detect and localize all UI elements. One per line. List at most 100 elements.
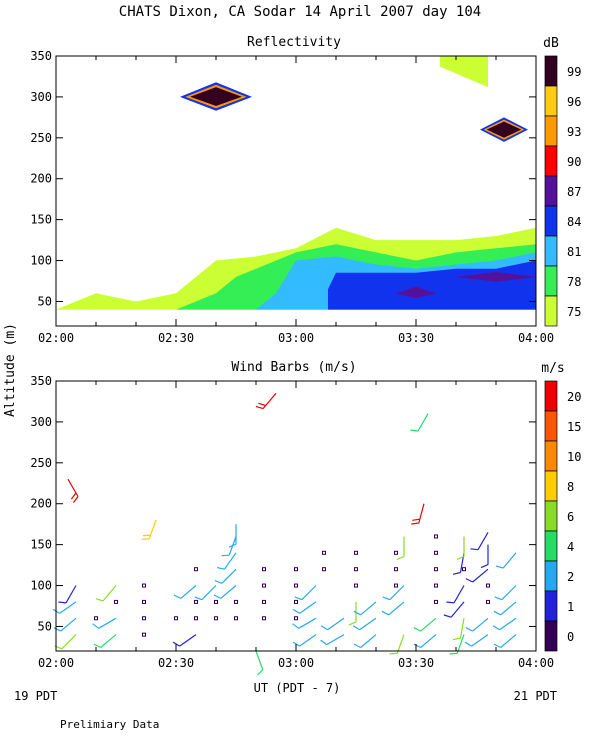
reflectivity-colorbar-label: dB [543,36,559,51]
wind-barb [396,536,405,561]
wind-colorbar-swatch [544,620,558,652]
reflectivity-colorbar-tick-label: 99 [567,65,581,79]
wind-colorbar-tick-label: 20 [567,390,581,404]
reflectivity-panel: Reflectivity 02:00 02:30 03:00 03:30 04:00 35… [30,35,581,345]
reflectivity-colorbar-swatch [544,85,558,117]
y-tick-label: 100 [30,579,52,593]
reflectivity-contours [56,56,536,310]
wind-barb [381,601,405,616]
wind-barb [348,601,357,626]
wind-colorbar-swatch [544,470,558,502]
wind-barb [493,634,517,649]
wind-barb [443,601,465,618]
calm-wind-marker [394,583,398,588]
reflectivity-contour-87 [396,286,436,299]
wind-barb [292,601,317,614]
wind-barb [449,634,465,655]
y-tick-label: 200 [30,497,52,511]
calm-wind-marker [434,534,438,539]
calm-wind-marker [434,599,438,604]
reflectivity-colorbar-tick-label: 84 [567,215,581,229]
calm-wind-marker [142,599,146,604]
calm-wind-marker [354,583,358,588]
calm-wind-marker [322,567,326,572]
wind-barb [480,544,489,569]
wind-barb [58,585,77,604]
wind-barb [382,585,405,601]
footnote: Prelimiary Data [60,718,159,731]
wind-colorbar-tick-label: 15 [567,420,581,434]
wind-barb [495,552,517,569]
reflectivity-contour-87 [456,272,536,282]
calm-wind-marker [354,550,358,555]
wind-barb [411,503,425,525]
reflectivity-colorbar-swatch [544,55,558,87]
reflectivity-colorbar-swatch [544,235,558,267]
calm-wind-marker [234,616,238,621]
reflectivity-colorbar-swatch [544,205,558,237]
calm-wind-marker [142,616,146,621]
reflectivity-colorbar-swatch [544,115,558,147]
wind-barbs [52,392,517,676]
wind-barb [52,601,77,614]
calm-wind-marker [486,583,490,588]
wind-barb [413,617,437,632]
wind-barb [470,532,489,551]
calm-wind-marker [234,599,238,604]
wind-barb [292,634,317,647]
wind-barb [54,634,77,650]
wind-barb [141,519,157,540]
calm-wind-marker [294,583,298,588]
wind-colorbar-tick-label: 2 [567,570,574,584]
wind-barb [213,585,237,599]
calm-wind-marker [194,599,198,604]
wind-barb [389,634,405,655]
wind-colorbar-tick-label: 6 [567,510,574,524]
y-tick-label: 150 [30,213,52,227]
figure-title: CHATS Dixon, CA Sodar 14 April 2007 day … [119,4,481,20]
reflectivity-colorbar-swatch [544,265,558,297]
right-date-label: 21 PDT [514,689,557,703]
wind-barb [353,634,377,649]
calm-wind-marker [142,632,146,637]
calm-wind-marker [262,599,266,604]
y-tick-label: 350 [30,49,52,63]
calm-wind-marker [294,567,298,572]
calm-wind-marker [262,616,266,621]
wind-barb [172,634,197,647]
calm-wind-marker [174,616,178,621]
wind-barb [214,568,237,584]
calm-wind-marker [486,599,490,604]
x-tick-label: 03:00 [278,331,314,345]
wind-barb [93,634,117,649]
reflectivity-colorbar-tick-label: 93 [567,125,581,139]
wind-colorbar-tick-label: 0 [567,630,574,644]
wind-barb [465,568,489,583]
y-tick-label: 200 [30,172,52,186]
wind-colorbar-swatch [544,590,558,622]
wind-barb [194,585,217,601]
wind-barb [446,585,465,604]
x-tick-label: 02:30 [158,656,194,670]
wind-barb [413,634,437,649]
calm-wind-marker [114,599,118,604]
reflectivity-colorbar-swatch [544,295,558,327]
x-tick-label: 03:30 [398,331,434,345]
reflectivity-peak-core [486,121,522,138]
calm-wind-marker [194,616,198,621]
calm-wind-marker [354,567,358,572]
wind-title: Wind Barbs (m/s) [231,360,356,375]
wind-axes: 02:00 02:30 03:00 03:30 04:00 350 300 250 200 150… [30,374,554,670]
wind-barb [255,392,277,410]
wind-colorbar-tick-label: 8 [567,480,574,494]
y-tick-label: 250 [30,456,52,470]
wind-barb [294,585,317,601]
y-axis-label: Altitude (m) [3,323,18,417]
reflectivity-colorbar-tick-label: 75 [567,305,581,319]
wind-barb [465,617,489,632]
calm-wind-marker [322,550,326,555]
y-tick-label: 100 [30,254,52,268]
wind-barb [216,552,237,570]
wind-barb [320,617,345,631]
reflectivity-colorbar: 99 96 93 90 87 84 81 78 75 [544,55,581,327]
